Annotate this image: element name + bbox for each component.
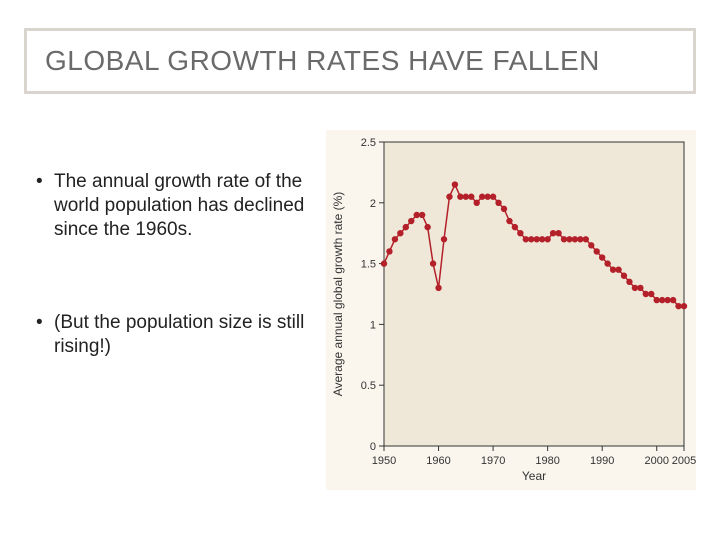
bullet-text: (But the population size is still rising… <box>54 311 306 359</box>
svg-text:2: 2 <box>370 198 376 210</box>
svg-text:0.5: 0.5 <box>361 380 376 392</box>
growth-rate-chart: 0 0.5 1 1.5 2 2.5 1950 1960 1970 1980 1990 2000 2005… <box>326 130 696 490</box>
list-item: • The annual growth rate of the world po… <box>36 170 306 241</box>
bullet-dot-icon: • <box>36 311 54 359</box>
svg-text:1980: 1980 <box>535 455 559 467</box>
bullet-text: The annual growth rate of the world popu… <box>54 170 306 241</box>
svg-text:Year: Year <box>522 469 546 483</box>
bullet-list: • The annual growth rate of the world po… <box>36 170 306 429</box>
bullet-dot-icon: • <box>36 170 54 241</box>
svg-text:1990: 1990 <box>590 455 614 467</box>
svg-text:1: 1 <box>370 319 376 331</box>
svg-text:2005: 2005 <box>672 455 696 467</box>
svg-text:1.5: 1.5 <box>361 259 376 271</box>
svg-text:2.5: 2.5 <box>361 137 376 149</box>
svg-text:Average annual global growth r: Average annual global growth rate (%) <box>331 192 345 397</box>
svg-text:0: 0 <box>370 441 376 453</box>
page-title: GLOBAL GROWTH RATES HAVE FALLEN <box>45 45 675 77</box>
svg-text:2000: 2000 <box>644 455 668 467</box>
list-item: • (But the population size is still risi… <box>36 311 306 359</box>
svg-text:1960: 1960 <box>426 455 450 467</box>
svg-text:1950: 1950 <box>372 455 396 467</box>
title-box: GLOBAL GROWTH RATES HAVE FALLEN <box>24 28 696 94</box>
svg-text:1970: 1970 <box>481 455 505 467</box>
